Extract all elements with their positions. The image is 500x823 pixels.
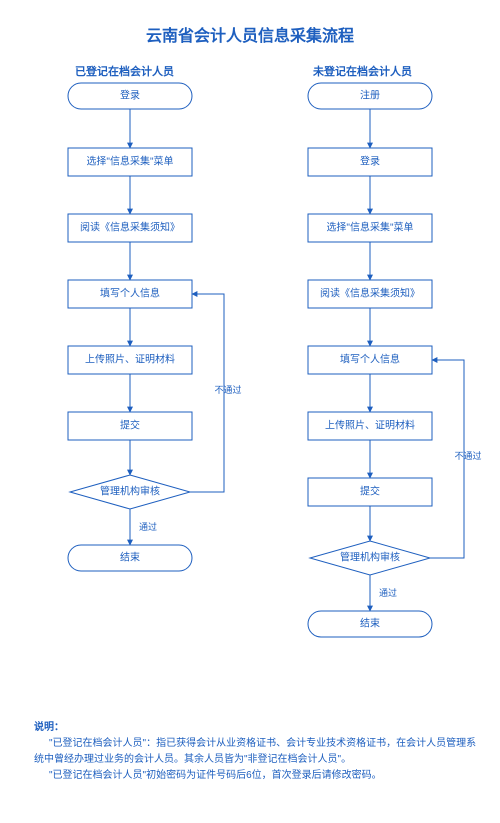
flow-feedback-label: 不通过 <box>214 384 241 395</box>
flow-node-label-L3: 阅读《信息采集须知》 <box>80 221 180 234</box>
flow-node-label-R3: 选择"信息采集"菜单 <box>326 221 413 234</box>
flow-feedback-label: 不通过 <box>454 450 481 461</box>
flow-node-label-L7: 管理机构审核 <box>100 485 160 498</box>
flow-edge-label: 通过 <box>139 521 157 532</box>
flow-node-label-L1: 登录 <box>120 89 140 102</box>
notes-line: "已登记在档会计人员"初始密码为证件号码后6位，首次登录后请修改密码。 <box>34 768 480 784</box>
flow-node-label-R7: 提交 <box>360 485 380 498</box>
flow-node-label-R1: 注册 <box>360 89 380 102</box>
flow-node-label-L5: 上传照片、证明材料 <box>85 353 175 366</box>
notes-block: 说明： "已登记在档会计人员"：指已获得会计从业资格证书、会计专业技术资格证书，… <box>34 720 480 784</box>
flow-node-label-R9: 结束 <box>360 617 380 630</box>
flow-node-label-R5: 填写个人信息 <box>340 353 400 366</box>
flowchart-canvas: 登录选择"信息采集"菜单阅读《信息采集须知》填写个人信息上传照片、证明材料提交管… <box>0 0 500 823</box>
flow-node-label-L4: 填写个人信息 <box>100 287 160 300</box>
notes-line: "已登记在档会计人员"：指已获得会计从业资格证书、会计专业技术资格证书，在会计人… <box>34 736 480 768</box>
notes-heading: 说明： <box>34 720 480 736</box>
flow-node-label-R2: 登录 <box>360 155 380 168</box>
flow-node-label-R8: 管理机构审核 <box>340 551 400 564</box>
flow-node-label-R4: 阅读《信息采集须知》 <box>320 287 420 300</box>
flow-node-label-L6: 提交 <box>120 419 140 432</box>
flow-node-label-L2: 选择"信息采集"菜单 <box>86 155 173 168</box>
flow-node-label-R6: 上传照片、证明材料 <box>325 419 415 432</box>
flow-edge-label: 通过 <box>379 587 397 598</box>
flow-node-label-L8: 结束 <box>120 551 140 564</box>
